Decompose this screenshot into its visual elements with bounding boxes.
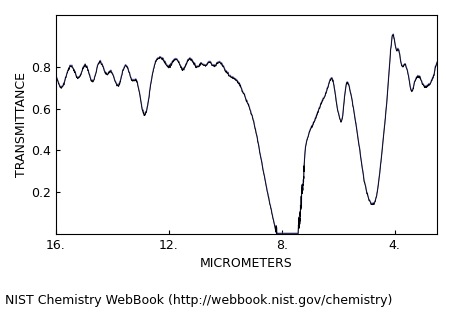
Y-axis label: TRANSMITTANCE: TRANSMITTANCE xyxy=(15,72,28,177)
X-axis label: MICROMETERS: MICROMETERS xyxy=(199,257,292,270)
Text: NIST Chemistry WebBook (http://webbook.nist.gov/chemistry): NIST Chemistry WebBook (http://webbook.n… xyxy=(5,294,391,307)
